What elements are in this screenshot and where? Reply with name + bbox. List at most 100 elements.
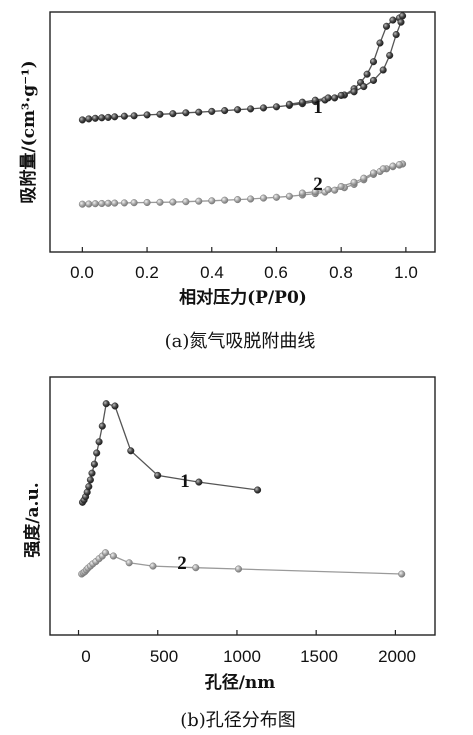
chart-a-x-axis-label: 相对压力(P/P0) xyxy=(179,287,307,308)
chart-b-xtick-label: 1500 xyxy=(300,647,338,666)
chart-b-series-2-point xyxy=(149,562,157,570)
chart-a-series-1-point xyxy=(369,76,378,84)
chart-a-y-axis-label: 吸附量/(cm³·g⁻¹) xyxy=(18,60,39,203)
chart-a-series-1-point xyxy=(78,116,86,124)
chart-a-series-1-point xyxy=(324,94,332,102)
chart-a-series-1-point xyxy=(104,113,112,121)
chart-a-series-2-point xyxy=(169,198,177,206)
chart-a-series-1-point xyxy=(285,100,293,108)
chart-a-series-1-point xyxy=(272,103,281,111)
chart-a-series-2-point xyxy=(350,178,358,186)
chart-a-caption: (a)氮气吸脱附曲线 xyxy=(165,331,316,352)
chart-b-marks xyxy=(77,400,406,635)
chart-a-series-2-point xyxy=(130,199,138,207)
chart-a-series-2-point xyxy=(234,196,242,204)
chart-a-series-1-line xyxy=(82,14,404,121)
chart-a-series-2-point xyxy=(379,165,387,173)
chart-a-series-1-point xyxy=(399,12,407,20)
chart-b: 0 500 1000 1500 2000 1 2 孔径/nm 强度/a.u. (… xyxy=(22,376,436,731)
chart-a-series-1-point xyxy=(98,114,106,122)
chart-a-series-1-point xyxy=(369,58,378,66)
chart-b-annotation-2: 2 xyxy=(177,553,187,574)
chart-a-series-2-point xyxy=(98,199,106,208)
chart-b-series-2-point xyxy=(125,559,133,567)
chart-b-caption: (b)孔径分布图 xyxy=(180,710,296,731)
chart-a-series-2-point xyxy=(104,199,112,207)
chart-a-series-1-point xyxy=(156,110,164,118)
chart-a-series-2-point xyxy=(91,200,99,208)
chart-a-series-2-point xyxy=(85,200,93,208)
chart-a-xtick-label: 0.0 xyxy=(70,263,94,282)
chart-a-series-2-point xyxy=(111,199,119,207)
chart-a-series-2-point xyxy=(182,198,190,206)
chart-a: 0.0 0.2 0.4 0.6 0.8 1.0 1 2 相对压力(P/P0) 吸… xyxy=(18,11,436,352)
chart-a-series-2-point xyxy=(208,197,216,205)
chart-b-series-1-point xyxy=(195,478,203,486)
chart-a-xtick-label: 0.2 xyxy=(135,263,159,282)
chart-a-series-1-point xyxy=(360,83,368,91)
chart-a-series-2-point xyxy=(143,198,151,207)
chart-b-series-1-point xyxy=(90,460,98,468)
chart-a-series-1-point xyxy=(85,115,93,123)
chart-b-plot-frame xyxy=(49,376,436,636)
chart-a-series-2-point xyxy=(285,192,293,200)
chart-a-annotation-1: 1 xyxy=(313,97,323,118)
chart-a-series-1-point xyxy=(389,16,397,24)
chart-b-series-1-point xyxy=(102,400,110,408)
chart-a-series-1-point xyxy=(195,108,203,116)
chart-a-series-1-point xyxy=(350,88,358,96)
chart-b-series-2-point xyxy=(109,552,117,560)
chart-a-series-1-point xyxy=(376,39,384,47)
chart-a-plot-frame xyxy=(49,11,436,253)
chart-a-series-2-point xyxy=(389,162,397,170)
chart-b-annotation-1: 1 xyxy=(180,471,190,492)
chart-a-series-1-point xyxy=(337,91,345,99)
chart-b-series-1-point xyxy=(127,447,135,455)
chart-a-series-1-point xyxy=(392,31,400,39)
chart-b-series-1-point xyxy=(98,422,106,430)
chart-a-series-1-point xyxy=(363,70,371,78)
chart-b-series-1-point xyxy=(85,483,93,491)
chart-b-series-1-point xyxy=(95,438,103,446)
chart-a-series-2-point xyxy=(395,161,403,169)
chart-a-series-2-point xyxy=(369,169,378,177)
chart-a-series-1-point xyxy=(143,111,151,119)
chart-a-series-2-point xyxy=(272,193,281,201)
chart-a-series-2-point xyxy=(331,186,339,194)
chart-a-series-1-point xyxy=(91,114,99,122)
chart-a-series-2-point xyxy=(247,195,255,203)
chart-a-xtick-label: 0.6 xyxy=(264,263,288,282)
chart-a-series-1-point xyxy=(298,98,306,106)
chart-b-series-2-point xyxy=(192,564,200,572)
chart-a-series-1-point xyxy=(259,104,268,112)
chart-a-series-2-point xyxy=(78,200,86,208)
chart-a-series-2-point xyxy=(298,189,306,197)
chart-a-series-1-point xyxy=(379,66,387,74)
chart-a-series-1-point xyxy=(386,51,394,59)
chart-b-series-2-point xyxy=(234,565,243,573)
chart-a-x-ticks: 0.0 0.2 0.4 0.6 0.8 1.0 xyxy=(70,263,418,282)
chart-a-series-1-point xyxy=(208,107,216,115)
chart-a-series-1-point xyxy=(120,112,128,120)
chart-a-series-2-point xyxy=(360,174,368,182)
chart-a-series-1-point xyxy=(130,112,138,120)
chart-a-series-2-point xyxy=(311,188,319,196)
chart-a-series-2-point xyxy=(120,199,128,207)
chart-a-series-2-point xyxy=(337,182,345,191)
chart-a-series-1-point xyxy=(169,110,177,118)
chart-a-xtick-label: 0.8 xyxy=(329,263,353,282)
chart-a-series-1-point xyxy=(111,113,119,121)
chart-a-series-1-point xyxy=(397,18,405,26)
chart-b-series-2-point xyxy=(101,549,110,557)
chart-b-series-1-line xyxy=(81,402,258,503)
chart-a-marks xyxy=(78,12,407,252)
chart-b-series-2-point xyxy=(398,570,406,578)
chart-b-xtick-label: 1000 xyxy=(223,647,261,666)
chart-b-x-axis-label: 孔径/nm xyxy=(205,672,276,693)
chart-b-series-1-point xyxy=(111,402,119,410)
chart-b-x-ticks: 0 500 1000 1500 2000 xyxy=(81,647,416,666)
chart-a-series-2-point xyxy=(156,198,164,206)
chart-b-series-1-point xyxy=(93,449,101,457)
chart-a-series-1-point xyxy=(247,105,255,113)
